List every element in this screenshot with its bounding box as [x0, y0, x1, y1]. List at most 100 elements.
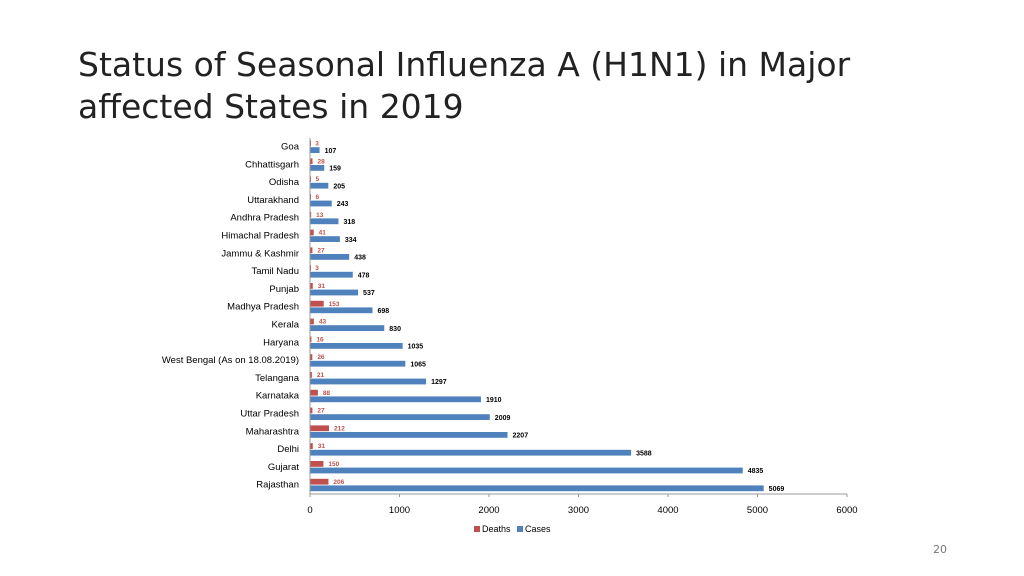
cases-data-label: 2009 [495, 415, 511, 422]
deaths-data-label: 13 [316, 212, 324, 219]
cases-bar [310, 360, 406, 367]
category-label: Madhya Pradesh [227, 302, 299, 313]
cases-bar [310, 343, 403, 349]
cases-data-label: 1297 [431, 379, 447, 386]
deaths-data-label: 212 [334, 425, 345, 432]
category-label: Karnataka [256, 391, 300, 402]
deaths-data-label: 31 [318, 443, 326, 450]
cases-bar [310, 182, 329, 189]
cases-bar [310, 254, 350, 260]
cases-bar [310, 218, 339, 225]
deaths-bar [310, 158, 313, 165]
x-tick-label: 4000 [657, 505, 678, 516]
cases-data-label: 3588 [636, 450, 652, 457]
deaths-bar [310, 283, 313, 289]
cases-bar [310, 449, 632, 456]
cases-data-label: 4835 [748, 468, 764, 475]
deaths-bar [310, 389, 318, 396]
legend-deaths-label: Deaths [482, 524, 511, 534]
deaths-bar [310, 354, 313, 360]
cases-data-label: 478 [358, 272, 370, 279]
cases-bar [310, 289, 359, 296]
x-tick-label: 2000 [478, 505, 499, 516]
deaths-bar [310, 300, 324, 307]
cases-data-label: 159 [329, 166, 341, 173]
category-label: Punjab [269, 284, 299, 295]
category-label: Uttarakhand [247, 195, 299, 206]
cases-data-label: 1065 [410, 361, 426, 368]
cases-data-label: 1910 [486, 397, 502, 404]
deaths-bar [310, 229, 314, 236]
category-label: Telangana [255, 373, 300, 384]
cases-data-label: 537 [363, 290, 375, 297]
x-tick-label: 0 [307, 505, 312, 516]
cases-bar [310, 236, 340, 242]
category-label: Tamil Nadu [251, 266, 299, 277]
deaths-data-label: 5 [315, 176, 319, 183]
cases-data-label: 107 [325, 148, 337, 155]
deaths-data-label: 88 [323, 390, 331, 397]
cases-bar [310, 271, 353, 278]
category-label: Haryana [263, 337, 300, 348]
deaths-data-label: 206 [333, 479, 344, 486]
cases-bar [310, 467, 743, 474]
deaths-data-label: 26 [317, 354, 325, 361]
deaths-bar [310, 425, 329, 432]
category-label: Andhra Pradesh [230, 213, 299, 224]
deaths-data-label: 3 [315, 141, 319, 148]
deaths-data-label: 153 [329, 301, 340, 308]
cases-bar [310, 325, 385, 331]
legend-cases-swatch [517, 526, 523, 532]
deaths-data-label: 28 [318, 158, 326, 165]
category-label: Rajasthan [256, 480, 299, 491]
cases-data-label: 318 [343, 219, 355, 226]
deaths-data-label: 3 [315, 265, 319, 272]
cases-bar [310, 414, 490, 420]
cases-bar [310, 307, 373, 314]
x-tick-label: 3000 [568, 505, 589, 516]
deaths-data-label: 31 [318, 283, 326, 290]
deaths-data-label: 6 [316, 194, 320, 201]
deaths-bar [310, 478, 329, 485]
cases-bar [310, 378, 427, 385]
x-tick-label: 6000 [836, 505, 857, 516]
cases-data-label: 698 [377, 308, 389, 315]
cases-bar [310, 485, 764, 492]
category-label: West Bengal (As on 18.08.2019) [162, 355, 299, 366]
deaths-data-label: 150 [328, 461, 339, 468]
deaths-bar [310, 461, 324, 467]
cases-data-label: 205 [333, 183, 345, 190]
deaths-bar [310, 318, 314, 325]
cases-data-label: 1035 [408, 344, 424, 351]
deaths-bar [310, 336, 312, 343]
page-number: 20 [933, 543, 947, 556]
x-tick-label: 1000 [389, 505, 410, 516]
cases-data-label: 830 [389, 326, 401, 333]
legend-deaths-swatch [474, 526, 480, 532]
category-label: Himachal Pradesh [221, 231, 299, 242]
cases-data-label: 2207 [513, 433, 529, 440]
category-label: Maharashtra [246, 426, 300, 437]
deaths-bar [310, 407, 313, 414]
x-tick-label: 5000 [747, 505, 768, 516]
deaths-data-label: 27 [317, 247, 325, 254]
legend-cases-label: Cases [525, 524, 551, 534]
cases-bar [310, 200, 332, 207]
deaths-bar [310, 372, 312, 378]
category-label: Odisha [269, 177, 300, 188]
cases-bar [310, 147, 320, 153]
cases-data-label: 5069 [769, 486, 785, 493]
cases-bar [310, 165, 325, 171]
category-label: Jammu & Kashmir [221, 248, 299, 259]
deaths-data-label: 21 [317, 372, 325, 379]
deaths-bar [310, 443, 313, 449]
category-label: Chhattisgarh [245, 159, 299, 170]
cases-bar [310, 396, 481, 403]
category-label: Kerala [272, 320, 300, 331]
deaths-bar [310, 247, 313, 254]
cases-data-label: 438 [354, 255, 366, 262]
slide-title: Status of Seasonal Influenza A (H1N1) in… [78, 45, 851, 126]
deaths-data-label: 27 [317, 408, 325, 415]
cases-data-label: 243 [337, 201, 349, 208]
